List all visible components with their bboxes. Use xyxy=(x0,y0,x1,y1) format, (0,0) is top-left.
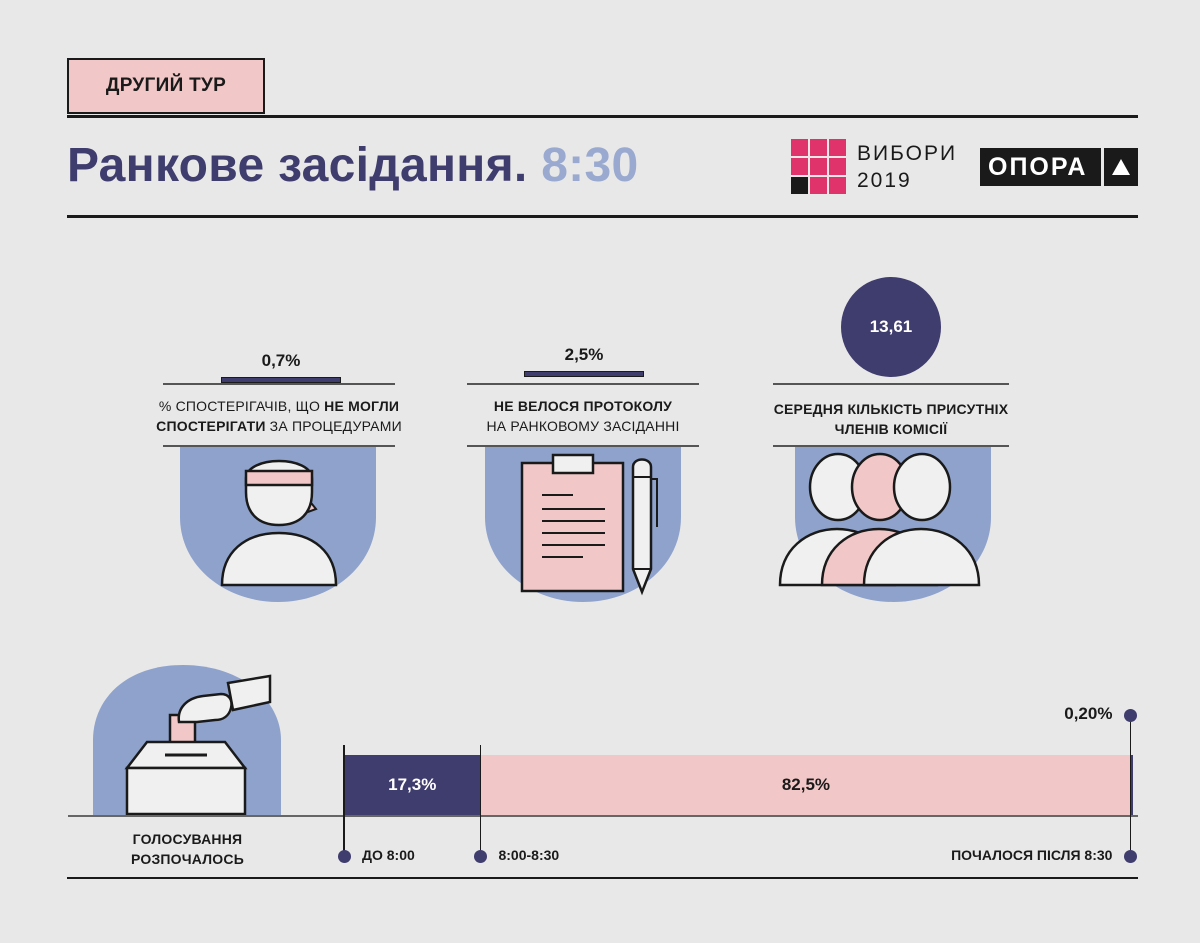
commission-members-icon xyxy=(778,447,991,602)
header-rule-top xyxy=(67,115,1138,118)
stat-divider xyxy=(163,383,395,385)
tick-line xyxy=(1129,715,1132,856)
tick-label: ДО 8:00 xyxy=(362,847,415,863)
elections-logo-text: ВИБОРИ 2019 xyxy=(857,140,957,194)
elections-logo-line1: ВИБОРИ xyxy=(857,142,958,165)
opora-logo-text: ОПОРА xyxy=(988,152,1088,181)
opora-logo: ОПОРА xyxy=(980,148,1138,186)
stat-divider xyxy=(163,445,395,447)
title-main: Ранкове засідання. xyxy=(67,139,528,192)
bar-value-label: 0,20% xyxy=(1064,704,1113,723)
stat-value-members: 13,61 xyxy=(841,277,941,377)
stat-divider xyxy=(773,445,1009,447)
stat-value-protocol: 2,5% xyxy=(564,345,604,364)
tick-dot xyxy=(473,849,487,863)
chart-baseline xyxy=(68,815,1138,817)
bar-segment-1: 17,3% xyxy=(344,755,481,815)
tick-dot xyxy=(337,849,351,863)
stat-caption-members: СЕРЕДНЯ КІЛЬКІСТЬ ПРИСУТНІХ ЧЛЕНІВ КОМІС… xyxy=(773,401,1009,437)
tick-dot xyxy=(1123,708,1137,722)
bar-value-label: 17,3% xyxy=(388,775,437,794)
bar-segment-2: 82,5% xyxy=(480,755,1132,815)
header-rule-bottom xyxy=(67,215,1138,218)
round-tag: ДРУГИЙ ТУР xyxy=(67,58,265,114)
page-title: Ранкове засідання. 8:30 xyxy=(67,138,638,193)
stat-bar-protocol xyxy=(524,371,644,377)
elections-logo-icon xyxy=(791,139,846,194)
tick-line xyxy=(479,745,482,856)
stat-value-observers: 0,7% xyxy=(261,351,301,370)
blindfolded-observer-icon xyxy=(180,447,376,602)
tick-label: ПОЧАЛОСЯ ПІСЛЯ 8:30 xyxy=(951,847,1113,863)
ballot-box-icon xyxy=(93,665,281,816)
elections-logo-line2: 2019 xyxy=(857,169,912,192)
stat-caption-observers: % СПОСТЕРІГАЧІВ, ЩО НЕ МОГЛИ СПОСТЕРІГАТ… xyxy=(156,398,402,434)
stat-divider xyxy=(773,383,1009,385)
stat-divider xyxy=(467,383,699,385)
tick-dot xyxy=(1123,849,1137,863)
tick-label: 8:00-8:30 xyxy=(498,847,560,863)
triangle-icon xyxy=(1101,148,1138,186)
stat-bar-observers xyxy=(221,377,341,383)
voting-started-label: ГОЛОСУВАННЯ РОЗПОЧАЛОСЬ xyxy=(131,831,244,867)
stat-caption-protocol: НЕ ВЕЛОСЯ ПРОТОКОЛУ НА РАНКОВОМУ ЗАСІДАН… xyxy=(486,398,680,434)
tick-line xyxy=(343,745,345,856)
clipboard-pencil-icon xyxy=(485,447,681,602)
title-time: 8:30 xyxy=(541,139,639,192)
stat-divider xyxy=(467,445,699,447)
bar-segment-3 xyxy=(1131,755,1134,815)
footer-rule xyxy=(67,877,1138,879)
bar-value-label: 82,5% xyxy=(781,775,831,794)
